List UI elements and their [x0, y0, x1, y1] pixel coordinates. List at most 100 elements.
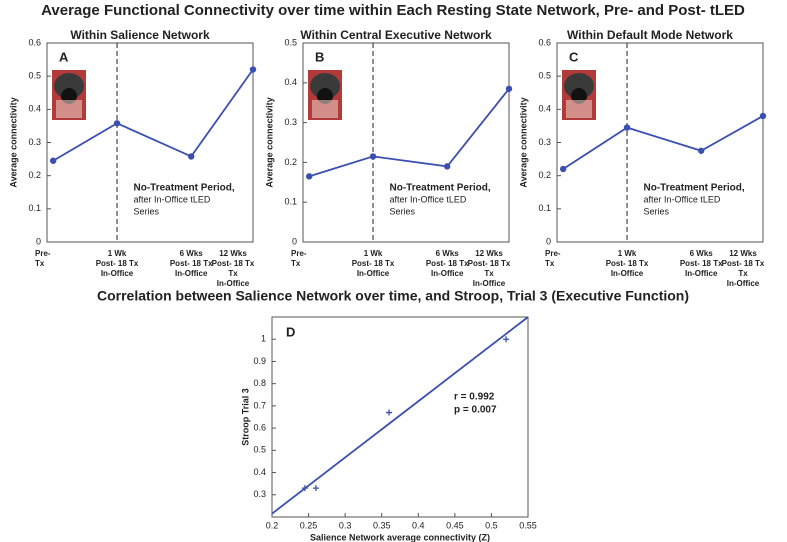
y-tick-label: 0.9: [253, 356, 266, 366]
data-point: [505, 85, 513, 92]
panel-letter: B: [315, 49, 324, 64]
x-tick-label: 0.25: [300, 520, 318, 530]
y-tick-label: 0.5: [253, 445, 266, 455]
x-tick-label: 1 Wk: [108, 249, 127, 258]
x-tick-label: In-Office: [217, 279, 250, 288]
annotation: after In-Office tLED: [390, 194, 467, 204]
y-tick-label: 0.6: [253, 422, 266, 432]
x-tick-label: Pre-: [35, 249, 51, 258]
x-tick-label: Post- 18 Tx: [426, 259, 469, 268]
plot-frame: [271, 316, 529, 518]
x-tick-label: 0.3: [339, 520, 352, 530]
data-point: [559, 165, 567, 173]
y-tick-label: 0.1: [538, 203, 551, 213]
x-tick-label: 12 Wks: [219, 249, 247, 258]
x-tick-label: Post- 18 Tx: [468, 259, 511, 268]
y-tick-label: 0.2: [28, 170, 41, 180]
photo-icon-part: [56, 100, 82, 118]
panel-letter: A: [59, 49, 69, 64]
x-tick-label: Post- 18 Tx: [722, 259, 765, 268]
x-tick-label: In-Office: [473, 279, 506, 288]
annotation: No-Treatment Period,: [390, 183, 491, 194]
x-tick-label: 0.55: [519, 520, 537, 530]
y-tick-label: 0: [292, 236, 297, 246]
y-tick-label: 0.1: [284, 197, 297, 207]
x-tick-label: Post- 18 Tx: [680, 259, 723, 268]
data-line: [52, 69, 254, 162]
annotation: No-Treatment Period,: [134, 183, 235, 194]
x-tick-label: 0.2: [266, 520, 279, 530]
x-tick-label: 1 Wk: [364, 249, 383, 258]
x-tick-label: Post- 18 Tx: [170, 259, 213, 268]
photo-icon-part: [566, 100, 592, 118]
data-point: [444, 163, 451, 170]
panel-letter: C: [569, 49, 579, 64]
y-tick-label: 0.6: [538, 37, 551, 47]
x-tick-label: 6 Wks: [436, 249, 460, 258]
y-tick-label: 0.8: [253, 378, 266, 388]
x-tick-label: 12 Wks: [729, 249, 757, 258]
data-point: [386, 409, 393, 416]
x-tick-label: Tx: [228, 269, 238, 278]
annotation: Series: [644, 206, 670, 216]
data-point: [698, 147, 705, 154]
x-tick-label: Pre-: [291, 249, 307, 258]
x-tick-label: Tx: [484, 269, 494, 278]
y-axis-label: Average connectivity: [8, 97, 18, 187]
x-tick-label: Post- 18 Tx: [96, 259, 139, 268]
y-tick-label: 0: [546, 236, 551, 246]
panel-letter: D: [286, 324, 295, 339]
x-tick-label: In-Office: [101, 269, 134, 278]
x-tick-label: In-Office: [611, 269, 644, 278]
y-tick-label: 0.5: [538, 71, 551, 81]
y-tick-label: 1: [261, 334, 266, 344]
data-point: [759, 112, 767, 120]
y-tick-label: 0.4: [253, 467, 266, 477]
x-tick-label: 6 Wks: [180, 249, 204, 258]
plot-frame: [302, 42, 510, 243]
y-tick-label: 0: [36, 236, 41, 246]
trend-line: [271, 316, 529, 515]
x-tick-label: Tx: [291, 259, 301, 268]
x-tick-label: Tx: [35, 259, 45, 268]
x-axis-label: Salience Network average connectivity (Z…: [310, 532, 490, 542]
y-axis-label: Average connectivity: [264, 97, 274, 187]
y-tick-label: 0.5: [28, 71, 41, 81]
figure-title: Average Functional Connectivity over tim…: [41, 2, 745, 19]
data-point: [623, 124, 631, 131]
y-axis-label: Stroop Trial 3: [240, 388, 250, 446]
data-point: [369, 153, 377, 160]
x-tick-label: Post- 18 Tx: [352, 259, 395, 268]
y-tick-label: 0.3: [284, 117, 297, 127]
y-tick-label: 0.7: [253, 400, 266, 410]
x-tick-label: 0.5: [485, 520, 498, 530]
annotation: p = 0.007: [454, 405, 497, 416]
annotation: Series: [134, 206, 160, 216]
photo-icon-part: [564, 73, 594, 99]
annotation: No-Treatment Period,: [644, 183, 745, 194]
annotation: Series: [390, 206, 416, 216]
data-point: [113, 120, 121, 127]
panel-title: Within Central Executive Network: [300, 28, 492, 42]
x-tick-label: 1 Wk: [618, 249, 637, 258]
panel-title: Within Salience Network: [70, 28, 210, 42]
y-tick-label: 0.5: [284, 37, 297, 47]
y-tick-label: 0.4: [284, 77, 297, 87]
y-tick-label: 0.3: [253, 489, 266, 499]
x-tick-label: 0.45: [446, 520, 464, 530]
x-tick-label: Tx: [545, 259, 555, 268]
x-tick-label: 6 Wks: [690, 249, 714, 258]
panel-title: Within Default Mode Network: [567, 28, 733, 42]
data-point: [305, 173, 313, 180]
x-tick-label: Post- 18 Tx: [212, 259, 255, 268]
y-tick-label: 0.1: [28, 203, 41, 213]
x-tick-label: 0.35: [373, 520, 391, 530]
y-tick-label: 0.4: [28, 104, 41, 114]
photo-icon-part: [54, 73, 84, 99]
x-tick-label: In-Office: [727, 279, 760, 288]
x-tick-label: In-Office: [357, 269, 390, 278]
data-point: [301, 485, 308, 492]
y-tick-label: 0.6: [28, 37, 41, 47]
x-tick-label: Tx: [738, 269, 748, 278]
